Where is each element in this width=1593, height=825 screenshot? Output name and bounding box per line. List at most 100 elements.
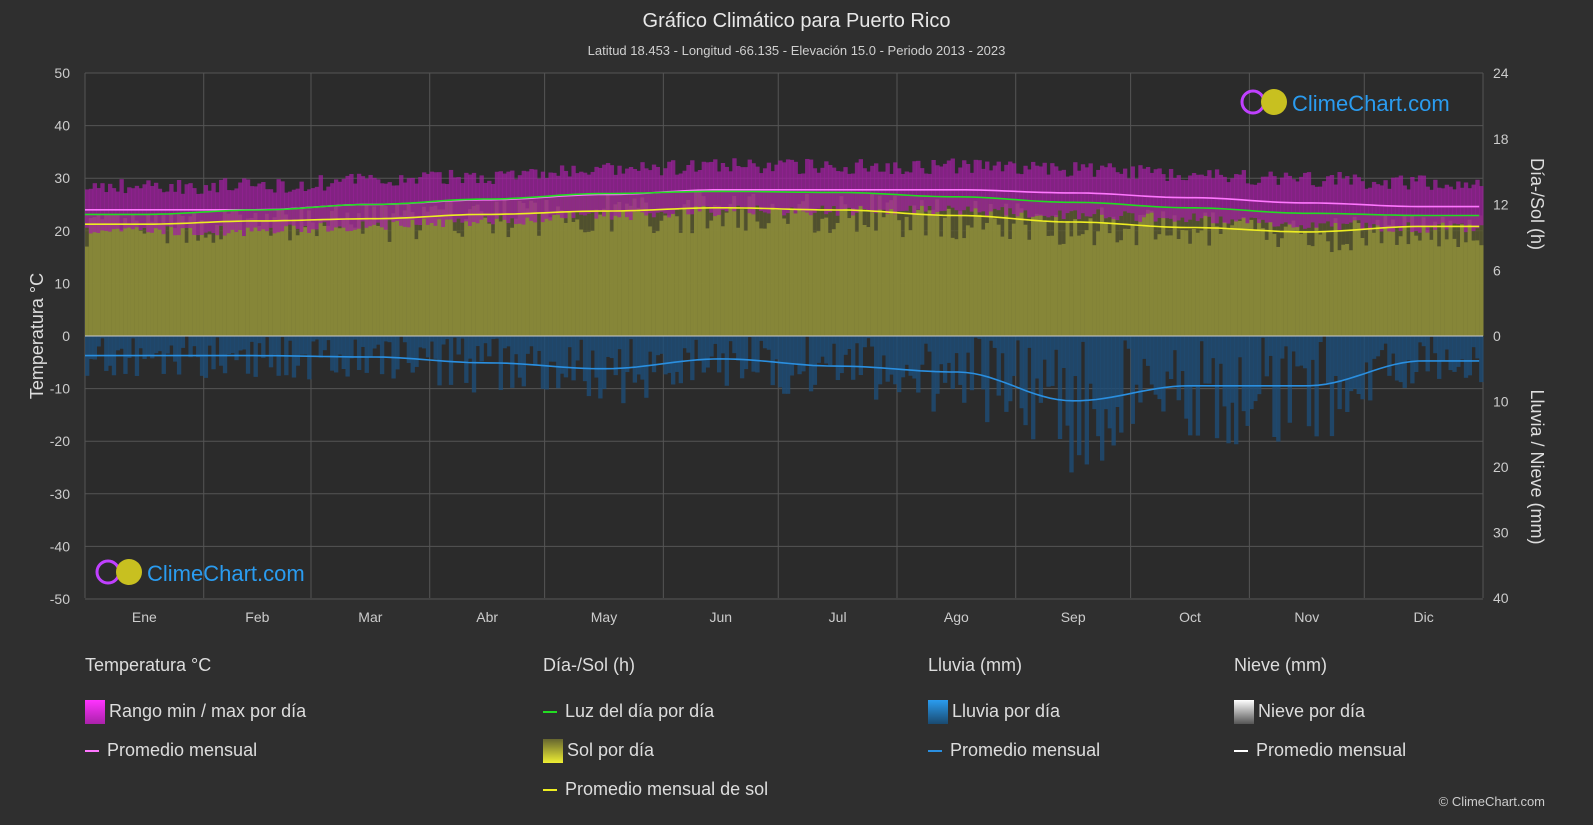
sun-bar	[487, 223, 492, 336]
sun-bar	[755, 221, 760, 336]
rain-bar	[912, 336, 917, 379]
sun-bar	[1249, 219, 1254, 336]
rain-bar	[1417, 336, 1423, 343]
rain-bar	[1383, 336, 1388, 344]
sun-bar	[985, 222, 990, 336]
sun-bar	[858, 205, 864, 336]
temp-range-bar	[774, 164, 779, 210]
sun-bar	[1184, 230, 1189, 336]
temp-range-bar	[1264, 176, 1270, 223]
temp-range-bar	[559, 165, 565, 218]
logo-top: ClimeChart.com	[1240, 89, 1450, 116]
temp-range-bar	[1322, 181, 1327, 224]
sun-bar	[628, 205, 634, 336]
sun-bar	[295, 235, 300, 336]
temp-range-bar	[1280, 177, 1285, 224]
sun-bar	[965, 225, 971, 336]
rain-bar	[353, 336, 358, 340]
sun-bar	[1042, 220, 1047, 336]
rain-bar	[820, 336, 825, 357]
temp-range-bar	[1011, 163, 1017, 215]
rain-bar	[188, 336, 193, 358]
x-tick-label: Ago	[944, 609, 969, 625]
temp-range-bar	[1337, 172, 1342, 230]
sun-bar	[548, 217, 553, 336]
rain-bar	[889, 336, 894, 375]
sun-bar	[590, 230, 595, 336]
rain-bar	[1425, 336, 1430, 372]
rain-bar	[364, 336, 369, 373]
rain-bar	[1038, 336, 1044, 403]
sun-bar	[1314, 227, 1319, 336]
rain-bar	[1318, 336, 1323, 343]
sun-bar	[142, 233, 147, 336]
temp-range-bar	[1096, 169, 1101, 210]
temp-range-bar	[705, 162, 710, 207]
sun-bar	[422, 206, 427, 336]
sun-bar	[1069, 236, 1074, 336]
logo-bottom: ClimeChart.com	[95, 559, 305, 586]
sun-bar	[452, 230, 458, 336]
temp-range-bar	[701, 161, 706, 206]
sun-bar	[904, 216, 909, 336]
temp-range-bar	[1360, 181, 1365, 231]
temp-range-bar	[268, 189, 274, 228]
sun-bar	[693, 191, 699, 336]
rain-bar	[690, 336, 695, 381]
legend-item: Rango min / max por día	[109, 701, 307, 721]
temp-range-bar	[471, 172, 477, 223]
sun-bar	[525, 208, 530, 336]
rain-bar	[1356, 336, 1361, 395]
temp-range-bar	[272, 192, 278, 234]
sun-bar	[900, 237, 906, 336]
temp-range-bar	[739, 167, 745, 208]
rain-bar	[632, 336, 638, 383]
sun-bar	[923, 235, 929, 336]
sun-bar	[820, 218, 825, 336]
rain-bar	[506, 336, 511, 347]
rain-bar	[1015, 336, 1021, 341]
rain-bar	[563, 336, 569, 378]
temp-range-bar	[835, 171, 841, 216]
rain-bar	[682, 336, 687, 349]
rain-bar	[1222, 336, 1227, 407]
temp-range-bar	[245, 179, 251, 228]
temp-range-bar	[1234, 174, 1239, 222]
sun-bar	[602, 208, 607, 336]
sun-bar	[1031, 216, 1036, 336]
temp-range-bar	[456, 177, 461, 219]
rain-avg-line	[85, 354, 1480, 402]
sun-bar	[1103, 222, 1109, 336]
rain-bar	[575, 336, 580, 361]
sun-bar	[682, 204, 687, 336]
temp-range-bar	[977, 160, 982, 213]
sun-bar	[1452, 238, 1457, 336]
rain-bar	[1379, 336, 1384, 351]
temp-range-bar	[544, 178, 549, 219]
sun-bar	[360, 233, 366, 336]
temp-range-bar	[1015, 173, 1021, 217]
rain-bar	[376, 336, 381, 345]
rain-bar	[92, 336, 97, 360]
sun-bar	[1203, 212, 1208, 336]
temp-range-bar	[364, 178, 369, 228]
temp-range-bar	[617, 165, 622, 218]
sun-bar	[1368, 226, 1373, 336]
temp-range-bar	[257, 183, 262, 232]
sun-bar	[161, 215, 166, 336]
temp-range-bar	[1475, 179, 1480, 229]
sun-bar	[245, 218, 251, 336]
rain-bar	[1291, 336, 1296, 352]
sun-bar	[877, 195, 883, 336]
sun-bar	[636, 207, 641, 336]
rain-bar	[1257, 336, 1262, 395]
sun-bar	[563, 222, 569, 336]
sun-bar	[671, 213, 676, 336]
temp-range-bar	[88, 188, 94, 234]
rain-bar	[797, 336, 802, 375]
sun-bar	[314, 236, 320, 336]
temp-range-bar	[671, 160, 676, 215]
sun-bar	[479, 211, 484, 336]
temp-range-bar	[353, 183, 358, 230]
x-tick-label: Jun	[710, 609, 733, 625]
